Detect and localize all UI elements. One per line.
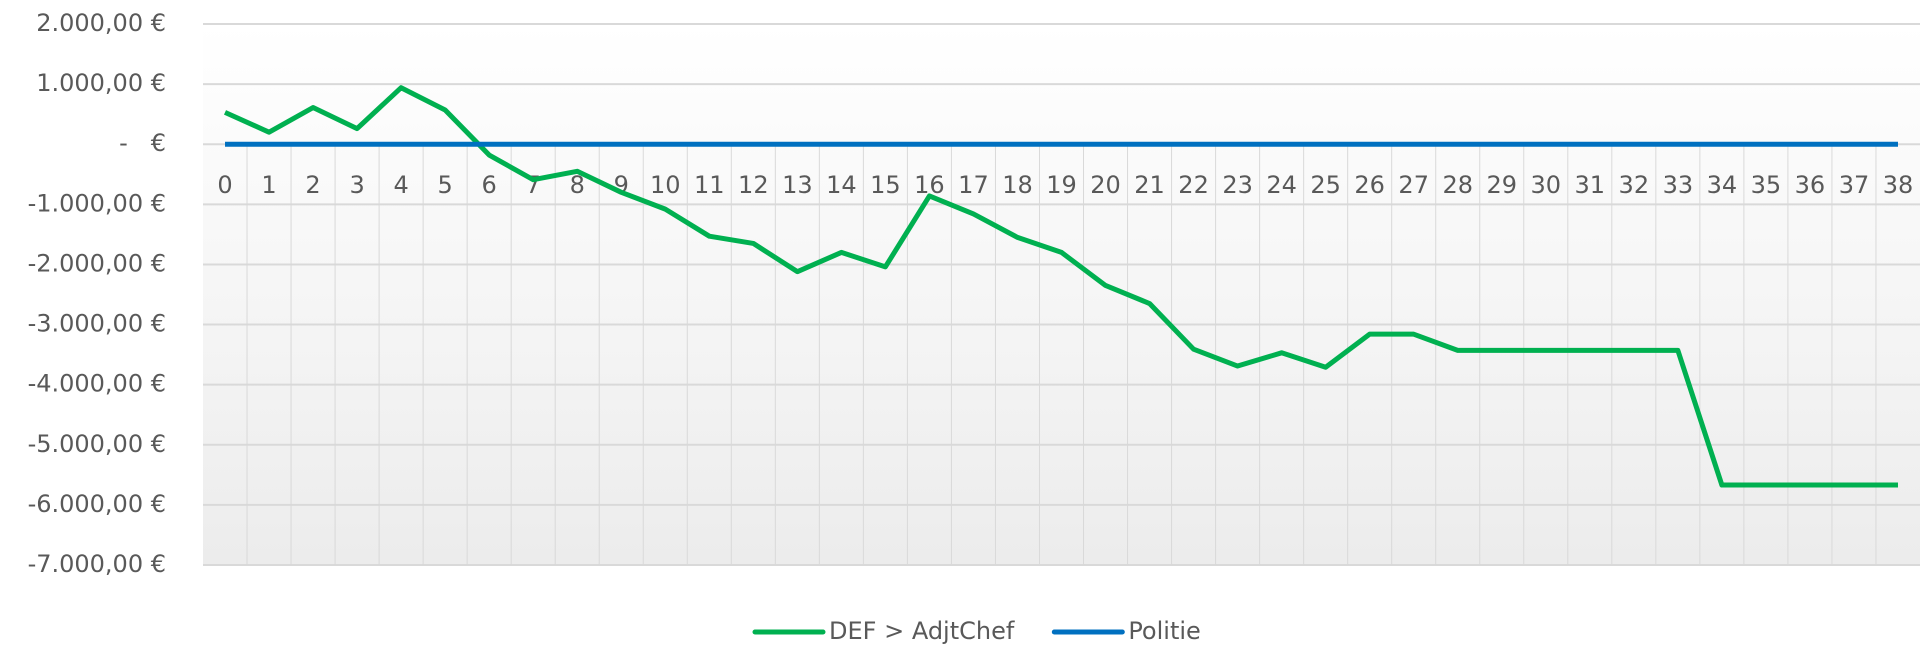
- x-tick-label: 38: [1883, 171, 1914, 199]
- x-tick-label: 12: [738, 171, 769, 199]
- x-tick-label: 6: [482, 171, 497, 199]
- x-tick-label: 35: [1751, 171, 1782, 199]
- y-tick-label: -5.000,00 €: [28, 430, 166, 458]
- y-tick-label: -2.000,00 €: [28, 249, 166, 277]
- x-tick-label: 26: [1354, 171, 1385, 199]
- x-tick-label: 28: [1442, 171, 1473, 199]
- x-tick-label: 1: [261, 171, 276, 199]
- x-tick-label: 22: [1178, 171, 1209, 199]
- x-tick-label: 29: [1486, 171, 1517, 199]
- x-tick-label: 8: [570, 171, 585, 199]
- x-tick-label: 2: [305, 171, 320, 199]
- x-tick-label: 17: [958, 171, 989, 199]
- x-tick-label: 18: [1002, 171, 1033, 199]
- x-tick-label: 24: [1266, 171, 1297, 199]
- x-tick-label: 36: [1795, 171, 1826, 199]
- x-tick-label: 31: [1575, 171, 1606, 199]
- x-tick-label: 21: [1134, 171, 1165, 199]
- x-tick-label: 5: [438, 171, 453, 199]
- x-tick-label: 33: [1663, 171, 1694, 199]
- y-tick-label: -1.000,00 €: [28, 189, 166, 217]
- x-tick-label: 13: [782, 171, 813, 199]
- x-tick-label: 23: [1222, 171, 1253, 199]
- x-tick-label: 11: [694, 171, 725, 199]
- y-tick-label: -6.000,00 €: [28, 490, 166, 518]
- x-tick-label: 34: [1707, 171, 1738, 199]
- y-tick-label: -3.000,00 €: [28, 310, 166, 338]
- x-tick-label: 15: [870, 171, 901, 199]
- plot-background: [203, 24, 1920, 565]
- legend-label: Politie: [1128, 617, 1200, 645]
- x-tick-label: 19: [1046, 171, 1077, 199]
- x-tick-label: 27: [1398, 171, 1429, 199]
- x-tick-label: 30: [1531, 171, 1562, 199]
- x-tick-label: 3: [349, 171, 364, 199]
- legend-label: DEF > AdjtChef: [829, 617, 1015, 645]
- x-tick-label: 0: [217, 171, 232, 199]
- x-tick-label: 10: [650, 171, 681, 199]
- y-tick-label: 2.000,00 €: [36, 9, 166, 37]
- y-tick-label: -7.000,00 €: [28, 550, 166, 578]
- x-tick-label: 32: [1619, 171, 1650, 199]
- y-tick-label: -4.000,00 €: [28, 370, 166, 398]
- series-line: [223, 85, 1898, 488]
- x-tick-label: 25: [1310, 171, 1341, 199]
- x-tick-label: 14: [826, 171, 857, 199]
- x-tick-label: 4: [393, 171, 408, 199]
- y-tick-label: 1.000,00 €: [36, 69, 166, 97]
- x-tick-label: 37: [1839, 171, 1870, 199]
- y-tick-label: - €: [119, 129, 166, 157]
- x-tick-label: 20: [1090, 171, 1121, 199]
